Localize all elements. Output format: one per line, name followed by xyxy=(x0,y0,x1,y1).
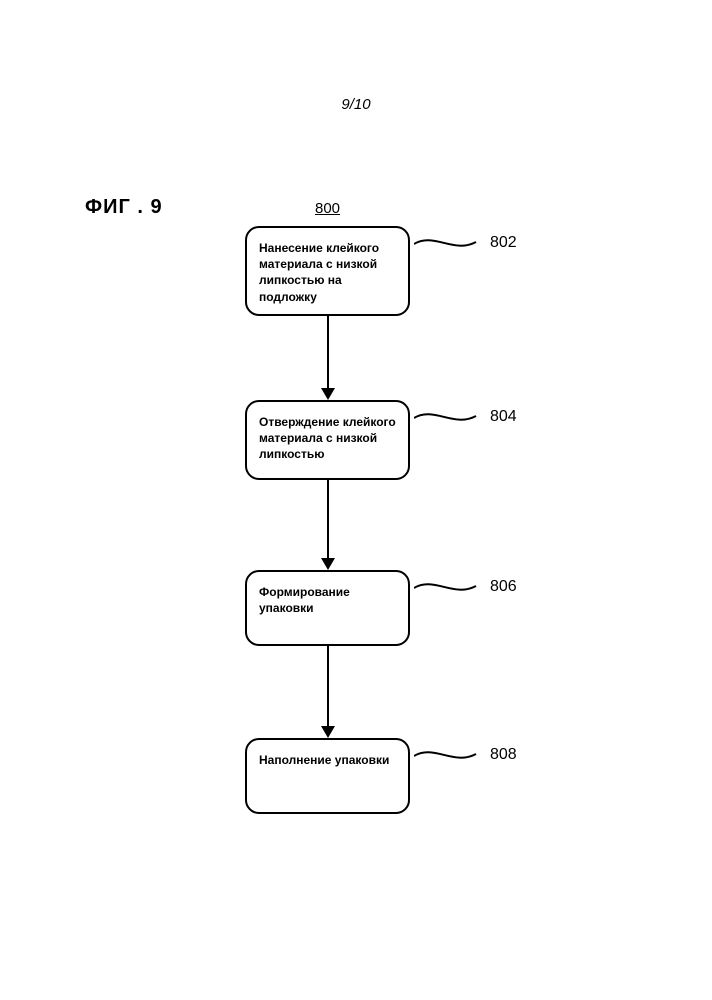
squiggle-path xyxy=(414,752,476,757)
squiggle-path xyxy=(414,584,476,589)
figure-label: ФИГ . 9 xyxy=(85,196,163,219)
callout-squiggle-808 xyxy=(414,748,480,768)
flow-arrow-head-3 xyxy=(321,726,335,738)
flow-node-802: Нанесение клейкого материала с низкой ли… xyxy=(245,226,410,316)
squiggle-path xyxy=(414,240,476,245)
callout-squiggle-804 xyxy=(414,410,480,430)
flow-arrow-line-2 xyxy=(327,480,329,558)
flow-arrow-line-3 xyxy=(327,646,329,726)
squiggle-path xyxy=(414,414,476,419)
flow-node-804: Отверждение клейкого материала с низкой … xyxy=(245,400,410,480)
page-number: 9/10 xyxy=(0,96,712,113)
callout-squiggle-802 xyxy=(414,236,480,256)
callout-number-804: 804 xyxy=(490,408,517,426)
callout-number-806: 806 xyxy=(490,578,517,596)
flow-node-808: Наполнение упаковки xyxy=(245,738,410,814)
callout-number-802: 802 xyxy=(490,234,517,252)
flow-node-806: Формирование упаковки xyxy=(245,570,410,646)
callout-squiggle-806 xyxy=(414,580,480,600)
callout-number-808: 808 xyxy=(490,746,517,764)
flow-arrow-head-2 xyxy=(321,558,335,570)
flow-arrow-line-1 xyxy=(327,316,329,388)
diagram-reference-number: 800 xyxy=(315,200,340,217)
flow-arrow-head-1 xyxy=(321,388,335,400)
